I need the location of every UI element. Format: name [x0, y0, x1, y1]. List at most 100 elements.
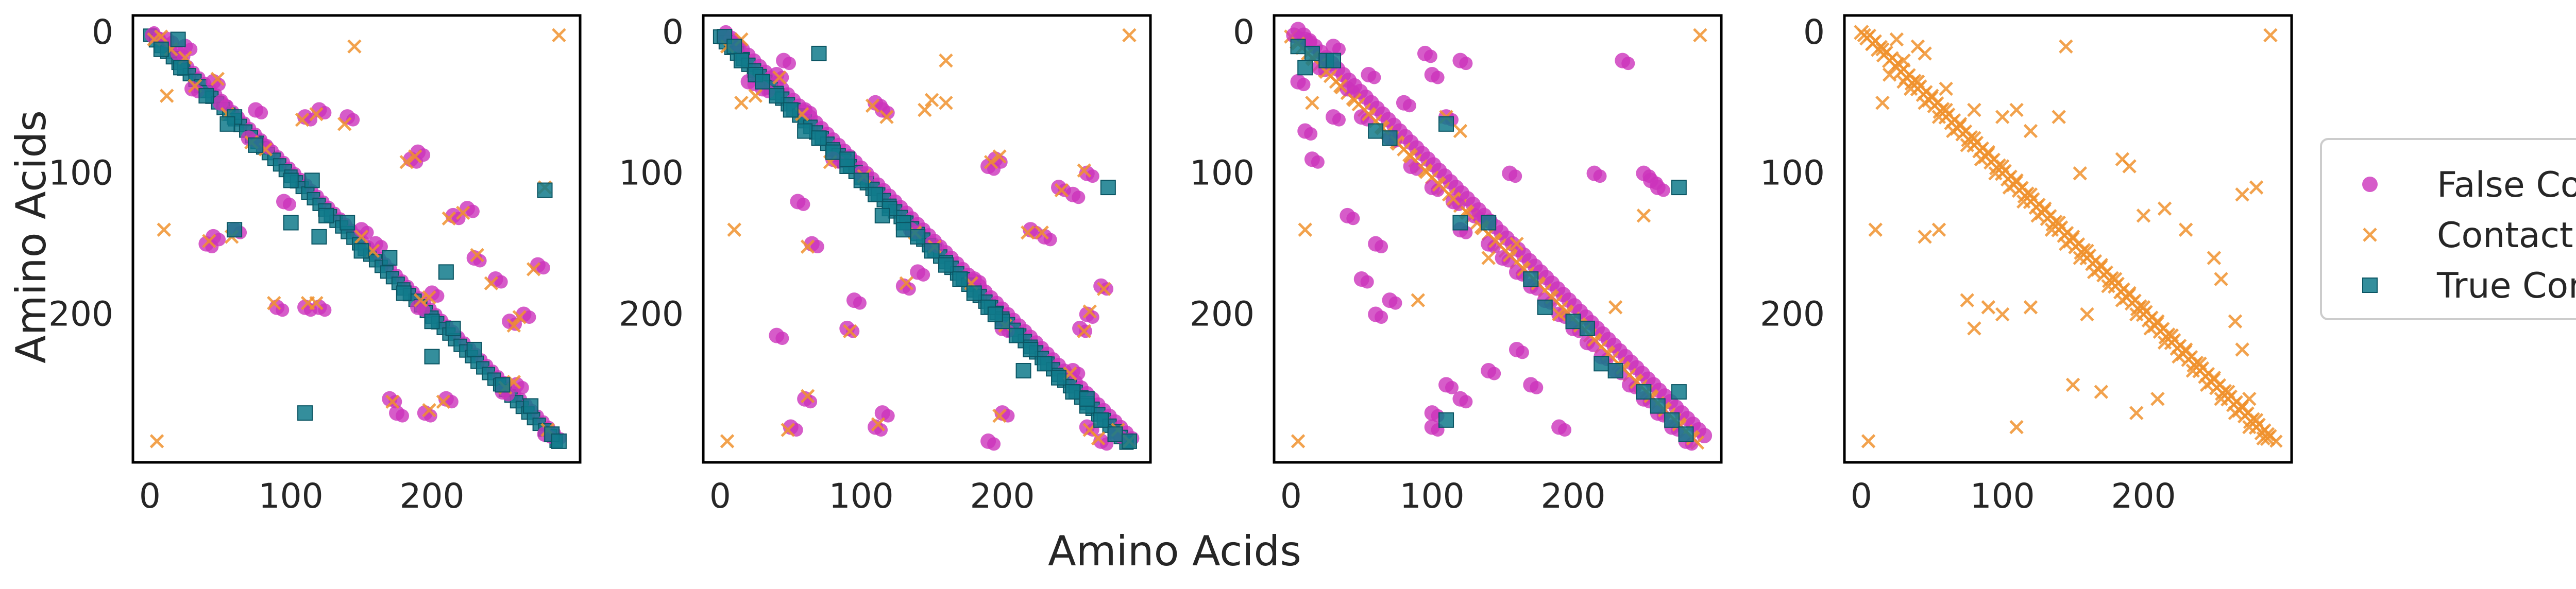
contact-lost-point [1411, 293, 1426, 307]
true-contact-point [924, 243, 940, 259]
true-contact-point [1664, 412, 1680, 428]
contact-lost-point [159, 89, 174, 103]
contact-lost-point [2263, 28, 2278, 43]
y-tick-label: 0 [1233, 12, 1255, 52]
true-contact-point [952, 271, 968, 287]
contact-lost-point [2038, 201, 2052, 216]
contact-lost-point [422, 290, 436, 305]
contact-lost-point [1305, 95, 1319, 110]
true-contact-point [283, 172, 299, 188]
contact-lost-point [1096, 282, 1111, 296]
legend-label: False Contact [2437, 165, 2576, 205]
true-contact-point [1037, 356, 1053, 372]
contact-lost-point [2052, 215, 2066, 230]
true-contact-point [523, 398, 539, 414]
contact-lost-point [2249, 180, 2264, 195]
panel-2-plot-area [713, 25, 1140, 451]
contact-lost-point [1291, 434, 1306, 448]
true-contact-point [1100, 180, 1116, 196]
false-contact-point [417, 303, 431, 317]
contact-lost-point [865, 98, 880, 113]
contact-lost-point [413, 293, 428, 307]
contact-lost-point [1021, 225, 1035, 240]
false-contact-point [775, 71, 789, 84]
contact-lost-point [506, 318, 521, 333]
false-contact-point [1332, 113, 1346, 127]
contact-lost-point [2164, 328, 2179, 343]
x-tick-label: 100 [829, 476, 894, 516]
contact-lost-point [1035, 225, 1049, 240]
contact-lost-point [2023, 124, 2038, 138]
contact-lost-point [1502, 248, 1517, 263]
contact-lost-point [748, 89, 763, 103]
contact-lost-point [1981, 300, 1996, 315]
true-contact-point [1481, 215, 1497, 231]
true-contact-point [811, 130, 827, 146]
y-tick-label: 0 [92, 12, 113, 52]
panel-2-frame [702, 14, 1152, 464]
contact-lost-point [2009, 102, 2024, 117]
contact-lost-point [939, 53, 953, 68]
false-contact-point [1656, 183, 1670, 197]
y-tick-label: 100 [1760, 153, 1825, 193]
contact-lost-point [1875, 42, 1890, 57]
false-contact-point [1304, 36, 1318, 49]
contact-lost-point [2235, 342, 2249, 357]
contact-lost-point [899, 276, 914, 291]
contact-lost-point [843, 324, 857, 339]
panels-layer: 0 0 100 100 200 200 0 0 100 100 200 200 0 0 100 100 200 2… [48, 12, 2293, 516]
contact-lost-point [720, 434, 735, 448]
contact-lost-point [1868, 222, 1883, 237]
false-contact-point [1100, 282, 1114, 296]
false-contact-point [917, 268, 930, 282]
contact-lost-point [2193, 356, 2207, 371]
contact-lost-point [295, 112, 310, 127]
true-contact-point [1023, 341, 1039, 357]
contact-lost-point [1418, 163, 1432, 178]
false-contact-point [1459, 57, 1473, 71]
legend: False Contact Contact Lost True Contact [2320, 138, 2576, 320]
false-contact-point [1360, 275, 1374, 289]
true-contact-point [1650, 398, 1666, 414]
contact-lost-point [2228, 314, 2243, 328]
y-tick-label: 200 [48, 294, 113, 334]
true-contact-point [811, 45, 827, 61]
contact-lost-point [2150, 314, 2165, 328]
true-contact-point [445, 320, 461, 336]
true-contact-point [874, 207, 890, 223]
contact-lost-point [1510, 236, 1524, 251]
contact-lost-point [455, 205, 470, 220]
true-contact-point [1065, 384, 1081, 400]
true-contact-point [1452, 215, 1468, 231]
contact-lost-point [939, 95, 953, 110]
contact-lost-point [309, 107, 324, 122]
true-contact-point [248, 137, 264, 153]
contact-lost-point [1091, 431, 1106, 446]
false-contact-point [1423, 49, 1437, 63]
contact-lost-point [1636, 209, 1651, 223]
legend-label: Contact Lost [2437, 215, 2576, 256]
true-contact-point [173, 60, 189, 76]
contact-lost-point [484, 276, 499, 291]
y-tick-label: 200 [1760, 294, 1825, 334]
contact-lost-point [781, 423, 795, 437]
true-contact-point [340, 215, 355, 231]
contact-lost-point [2080, 244, 2094, 258]
true-contact-point [1368, 123, 1384, 139]
false-contact-point [1593, 169, 1607, 183]
contact-lost-point [1077, 163, 1092, 178]
true-contact-point [1015, 363, 1031, 379]
panel-1-plot-area [143, 26, 567, 449]
true-contact-point [769, 88, 785, 104]
false-contact-point [282, 197, 296, 211]
contact-lost-point [1995, 307, 2010, 322]
true-contact-point [868, 186, 884, 202]
true-contact-point [219, 116, 235, 132]
contact-lost-point [408, 149, 422, 164]
contact-lost-point [2235, 187, 2249, 202]
contact-lost-point [154, 29, 168, 44]
x-tick-label: 200 [970, 476, 1035, 516]
true-contact-point [987, 306, 1003, 322]
false-contact-point [1311, 155, 1325, 169]
